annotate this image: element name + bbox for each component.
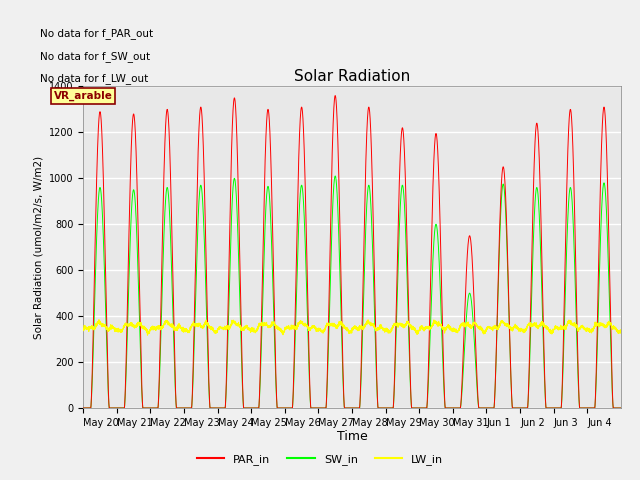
- LW_in: [540, 321, 548, 326]
- PAR_in: [332, 93, 339, 98]
- Text: No data for f_PAR_out: No data for f_PAR_out: [40, 28, 154, 39]
- SW_in: [372, 357, 380, 362]
- Text: VR_arable: VR_arable: [54, 91, 113, 101]
- LW_in: [401, 323, 409, 329]
- SW_in: [79, 405, 87, 411]
- PAR_in: [526, 341, 534, 347]
- PAR_in: [191, 299, 198, 304]
- PAR_in: [617, 405, 625, 411]
- PAR_in: [372, 340, 380, 346]
- SW_in: [401, 207, 408, 213]
- LW_in: [526, 322, 534, 327]
- PAR_in: [500, 164, 508, 170]
- LW_in: [500, 319, 508, 324]
- LW_in: [191, 323, 198, 329]
- Line: LW_in: LW_in: [83, 320, 621, 335]
- Text: No data for f_SW_out: No data for f_SW_out: [40, 51, 150, 62]
- SW_in: [332, 173, 339, 179]
- SW_in: [540, 351, 547, 357]
- SW_in: [191, 326, 198, 332]
- LW_in: [79, 326, 87, 332]
- LW_in: [372, 328, 380, 334]
- LW_in: [364, 317, 372, 323]
- SW_in: [526, 356, 534, 361]
- Line: PAR_in: PAR_in: [83, 96, 621, 408]
- LW_in: [143, 332, 151, 338]
- Y-axis label: Solar Radiation (umol/m2/s, W/m2): Solar Radiation (umol/m2/s, W/m2): [33, 156, 44, 339]
- X-axis label: Time: Time: [337, 431, 367, 444]
- PAR_in: [401, 156, 408, 161]
- Legend: PAR_in, SW_in, LW_in: PAR_in, SW_in, LW_in: [192, 450, 448, 469]
- LW_in: [617, 327, 625, 333]
- PAR_in: [540, 335, 547, 341]
- Line: SW_in: SW_in: [83, 176, 621, 408]
- PAR_in: [79, 405, 87, 411]
- SW_in: [617, 405, 625, 411]
- SW_in: [500, 181, 508, 187]
- Title: Solar Radiation: Solar Radiation: [294, 69, 410, 84]
- Text: No data for f_LW_out: No data for f_LW_out: [40, 73, 148, 84]
